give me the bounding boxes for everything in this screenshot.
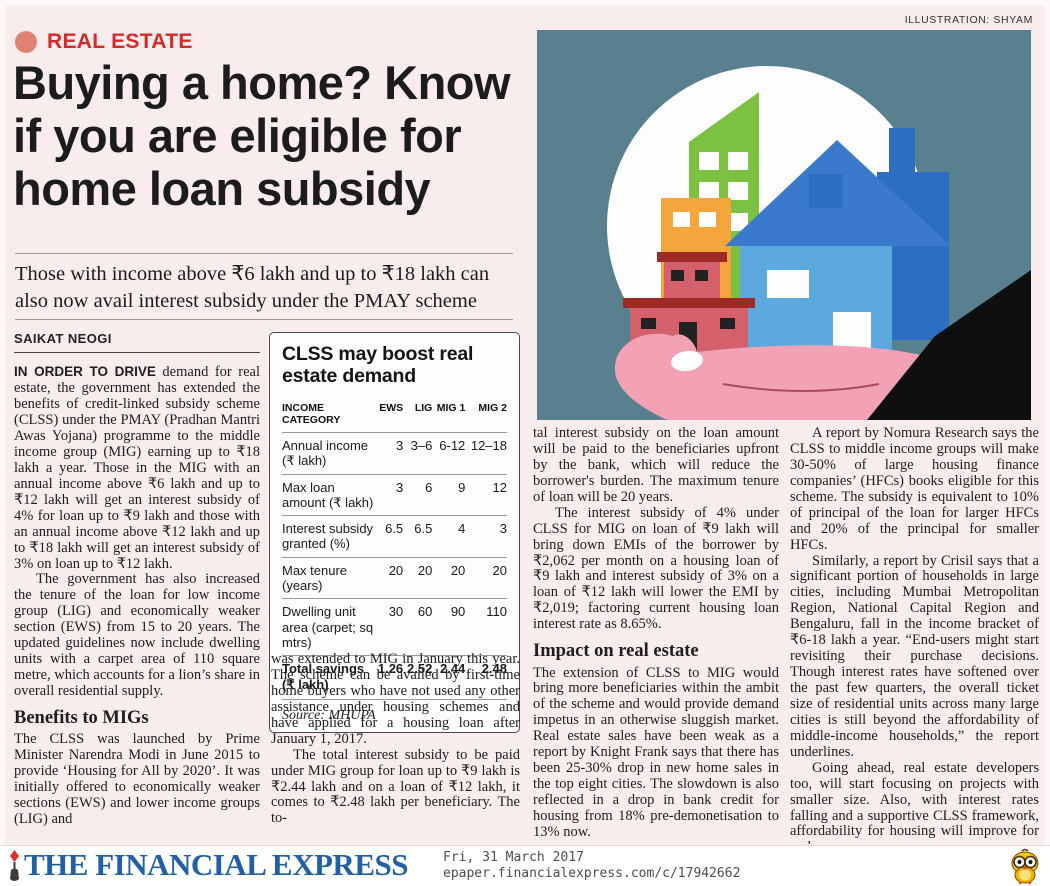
column-header: MIG 1 [436, 401, 466, 414]
byline: SAIKAT NEOGI [14, 332, 260, 354]
table-header-row: INCOME CATEGORY EWS LIG MIG 1 MIG 2 [282, 398, 507, 433]
table-source: Source: MHUPA [282, 699, 507, 724]
table-row-total: Total savings (₹ lakh) 1.26 2.52 2.44 2.… [282, 655, 507, 698]
page-title: Buying a home? Know if you are eligible … [13, 56, 511, 216]
column-header: INCOME CATEGORY [282, 401, 341, 426]
epaper-url[interactable]: epaper.financialexpress.com/c/17942662 [443, 866, 741, 881]
column-header: MIG 2 [478, 401, 507, 414]
table-row: Max loan amount (₹ lakh) 3 6 9 12 [282, 473, 507, 516]
paragraph: was extended to MIG in January this year… [271, 652, 520, 747]
section-heading: Benefits to MIGs [14, 707, 149, 728]
kicker-dot-icon [15, 31, 37, 53]
illustration-credit: ILLUSTRATION: SHYAM [904, 14, 1033, 26]
table-row: Max tenure (years) 20 20 20 20 [282, 556, 507, 599]
column-header: EWS [379, 401, 404, 414]
subheadline: Those with income above ₹6 lakh and up t… [15, 263, 490, 313]
lead-in: IN ORDER TO DRIVE [14, 364, 156, 380]
epaper-footer-bar: THE FINANCIAL EXPRESS Fri, 31 March 2017… [0, 845, 1050, 886]
clss-table-box: CLSS may boost real estate demand INCOME… [269, 332, 520, 734]
paragraph: The extension of CLSS to MIG would bring… [533, 664, 779, 840]
table-title: CLSS may boost real estate demand [282, 343, 474, 388]
paragraph: A report by Nomura Research says the CLS… [790, 426, 1039, 553]
divider [15, 319, 513, 320]
article-column-2: was extended to MIG in January this year… [271, 652, 520, 844]
owl-mascot-icon [1011, 848, 1039, 885]
article-column-4: A report by Nomura Research says the CLS… [790, 426, 1039, 844]
fe-logo-icon [10, 850, 19, 881]
paragraph: IN ORDER TO DRIVE demand for real estate… [14, 364, 260, 572]
kicker-label: REAL ESTATE [47, 30, 193, 53]
column-header: LIG [414, 401, 433, 414]
masthead-title: THE FINANCIAL EXPRESS [24, 847, 408, 882]
article-column-3: tal interest subsidy on the loan amount … [533, 426, 779, 844]
paragraph: The interest subsidy of 4% under CLSS fo… [533, 504, 779, 633]
epaper-meta: Fri, 31 March 2017 epaper.financialexpre… [443, 850, 740, 882]
paragraph: Similarly, a report by Crisil says that … [790, 552, 1039, 760]
edition-date: Fri, 31 March 2017 [443, 850, 584, 865]
paragraph: The total interest subsidy to be paid un… [271, 746, 520, 827]
table-row: Annual income (₹ lakh) 3 3–6 6-12 12–18 [282, 431, 507, 474]
section-kicker: REAL ESTATE [15, 30, 193, 54]
article-column-1: SAIKAT NEOGI IN ORDER TO DRIVE demand fo… [14, 332, 260, 844]
paragraph: The government has also increased the te… [14, 571, 260, 700]
table-row: Dwelling unit area (carpet; sq mtrs) 30 … [282, 598, 507, 656]
paragraph: The CLSS was launched by Prime Minister … [14, 731, 260, 828]
section-heading: Impact on real estate [533, 641, 699, 662]
divider [15, 253, 513, 254]
table-row: Interest subsidy granted (%) 6.5 6.5 4 3 [282, 515, 507, 558]
clss-table: INCOME CATEGORY EWS LIG MIG 1 MIG 2 Annu… [282, 398, 507, 698]
paragraph: tal interest subsidy on the loan amount … [533, 426, 779, 505]
newspaper-page: REAL ESTATE Buying a home? Know if you a… [5, 6, 1045, 845]
hand-holding-houses-illustration [537, 30, 1031, 420]
paragraph: Going ahead, real estate developers too,… [790, 759, 1039, 844]
